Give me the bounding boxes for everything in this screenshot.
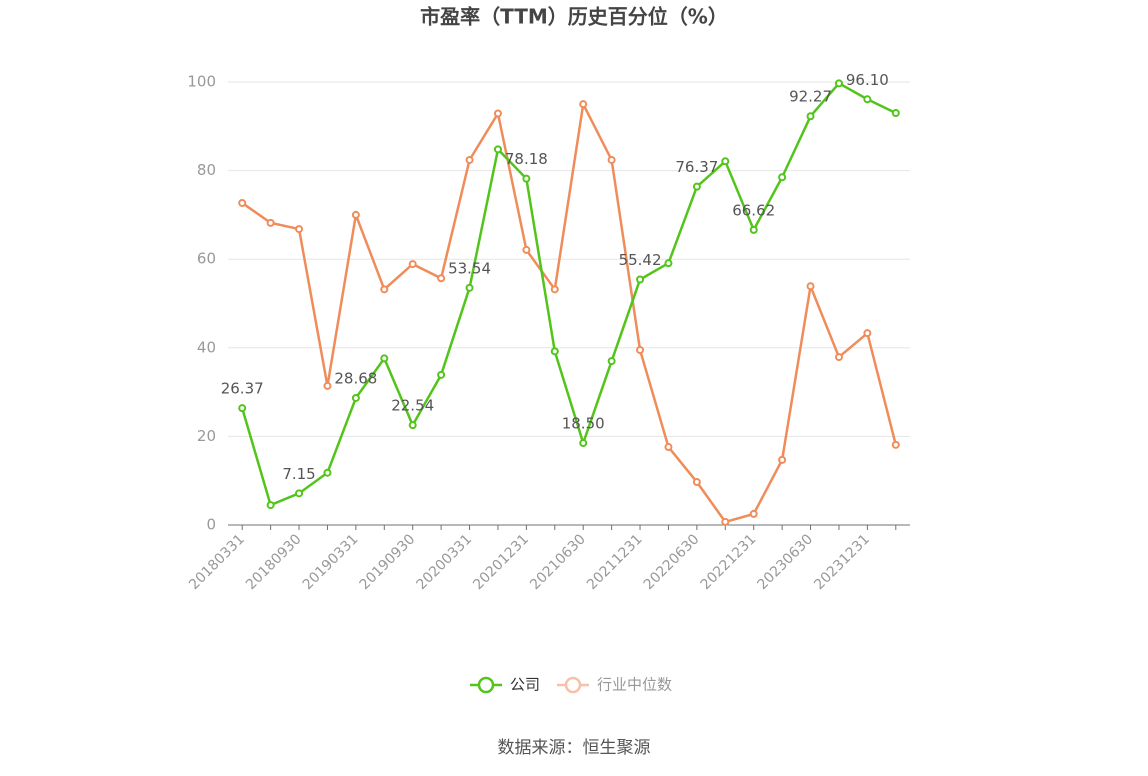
- data-label: 28.68: [334, 369, 377, 387]
- data-label: 76.37: [675, 158, 718, 176]
- legend-label: 行业中位数: [597, 676, 672, 694]
- data-point: [493, 109, 502, 118]
- data-point: [380, 285, 389, 294]
- y-tick-label: 0: [206, 516, 216, 534]
- data-label: 53.54: [448, 259, 491, 277]
- data-label: 55.42: [619, 251, 662, 269]
- data-point: [891, 440, 900, 449]
- data-point: [465, 155, 474, 164]
- data-point: [891, 109, 900, 118]
- x-tick-label: 20231231: [811, 531, 873, 593]
- x-tick-label: 20180930: [243, 531, 305, 593]
- x-tick-label: 20201231: [470, 531, 532, 593]
- y-tick-label: 20: [197, 427, 216, 445]
- data-point: [550, 347, 559, 356]
- data-label: 92.27: [789, 88, 832, 106]
- data-point: [493, 145, 502, 154]
- x-tick-label: 20210630: [527, 531, 589, 593]
- data-point: [295, 225, 304, 234]
- x-tick-label: 20200331: [413, 531, 475, 593]
- y-tick-label: 40: [197, 338, 216, 356]
- data-point: [749, 509, 758, 518]
- x-tick-label: 20211231: [584, 531, 646, 593]
- x-tick-label: 20190930: [357, 531, 419, 593]
- data-point: [721, 517, 730, 526]
- data-point: [266, 218, 275, 227]
- data-label: 96.10: [846, 71, 889, 89]
- x-tick-label: 20180331: [186, 531, 248, 593]
- chart-title: 市盈率（TTM）历史百分位（%）: [420, 5, 728, 29]
- y-tick-label: 80: [197, 161, 216, 179]
- data-label: 66.62: [732, 201, 775, 219]
- data-point: [266, 501, 275, 510]
- data-point: [692, 478, 701, 487]
- data-point: [380, 354, 389, 363]
- data-point: [408, 260, 417, 269]
- data-point: [295, 489, 304, 498]
- data-point: [351, 210, 360, 219]
- x-tick-label: 20230630: [754, 531, 816, 593]
- data-label: 18.50: [562, 415, 605, 433]
- data-point: [351, 393, 360, 402]
- data-point: [579, 100, 588, 109]
- data-point: [437, 370, 446, 379]
- data-label: 78.18: [505, 150, 548, 168]
- data-point: [806, 282, 815, 291]
- data-label: 7.15: [282, 465, 315, 483]
- legend-label: 公司: [510, 676, 540, 694]
- source: 数据来源：恒生聚源: [498, 738, 651, 758]
- data-point: [834, 353, 843, 362]
- data-point: [238, 198, 247, 207]
- data-label: 26.37: [221, 380, 264, 398]
- x-tick-label: 20190331: [300, 531, 362, 593]
- data-point: [465, 283, 474, 292]
- y-tick-label: 60: [197, 250, 216, 268]
- data-point: [692, 182, 701, 191]
- data-point: [664, 259, 673, 268]
- legend-marker: [477, 676, 495, 694]
- series-line: [241, 81, 897, 507]
- data-point: [863, 329, 872, 338]
- data-point: [408, 421, 417, 430]
- data-point: [749, 225, 758, 234]
- data-point: [636, 275, 645, 284]
- data-point: [607, 357, 616, 366]
- data-point: [323, 381, 332, 390]
- data-point: [437, 274, 446, 283]
- data-point: [607, 155, 616, 164]
- data-point: [778, 173, 787, 182]
- data-point: [863, 95, 872, 104]
- data-point: [806, 112, 815, 121]
- data-point: [579, 439, 588, 448]
- legend-marker: [564, 676, 582, 694]
- y-tick-label: 100: [187, 73, 216, 91]
- data-point: [522, 174, 531, 183]
- x-tick-label: 20221231: [698, 531, 760, 593]
- data-point: [721, 157, 730, 166]
- data-point: [550, 285, 559, 294]
- data-point: [664, 443, 673, 452]
- data-point: [834, 79, 843, 88]
- data-point: [238, 404, 247, 413]
- data-point: [636, 346, 645, 355]
- data-point: [778, 455, 787, 464]
- data-point: [323, 468, 332, 477]
- data-point: [522, 245, 531, 254]
- x-tick-label: 20220630: [641, 531, 703, 593]
- data-label: 22.54: [391, 397, 434, 415]
- series-line: [241, 100, 898, 524]
